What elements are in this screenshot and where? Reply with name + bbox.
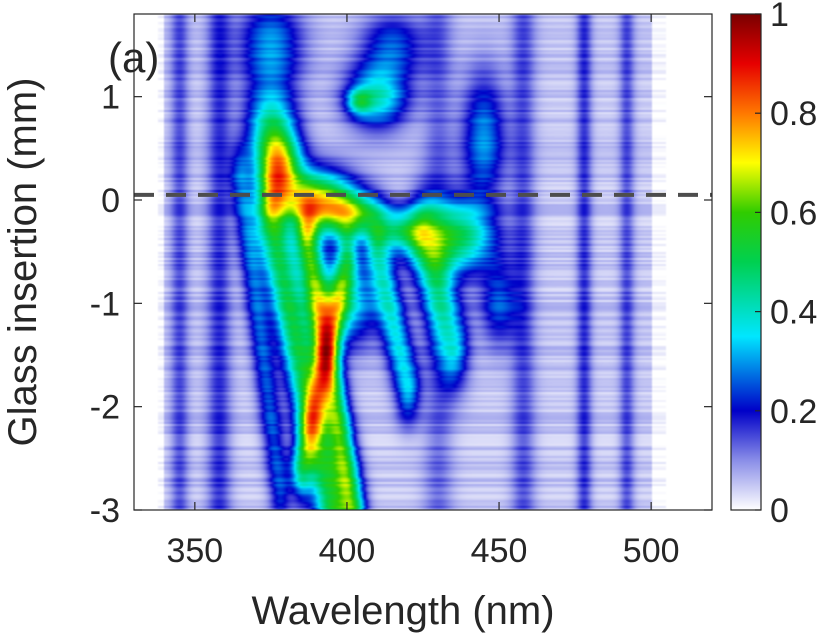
- colorbar-tick-label: 0.4: [770, 294, 817, 332]
- x-tick-label: 500: [623, 532, 680, 570]
- colorbar-tick-label: 0: [770, 492, 789, 530]
- heatmap-image: [134, 14, 712, 510]
- y-tick-label: 1: [101, 79, 120, 117]
- x-tick-label: 450: [471, 532, 528, 570]
- x-axis-ticks: 350 400 450 500: [166, 14, 680, 570]
- plot-frame: [133, 13, 713, 511]
- y-tick-label: -3: [90, 492, 120, 530]
- colorbar-tick-label: 0.6: [770, 194, 817, 232]
- y-tick-label: 0: [101, 182, 120, 220]
- y-axis-label: Glass insertion (mm): [1, 78, 45, 447]
- x-axis-label: Wavelength (nm): [251, 589, 554, 633]
- colorbar-ticks: 1 0.8 0.6 0.4 0.2 0: [755, 0, 817, 530]
- x-tick-label: 400: [319, 532, 376, 570]
- y-tick-label: -2: [90, 389, 120, 427]
- colorbar-tick-label: 0.8: [770, 95, 817, 133]
- colorbar-tick-label: 1: [770, 0, 789, 34]
- panel-label: (a): [108, 34, 159, 81]
- colorbar-tick-label: 0.2: [770, 393, 817, 431]
- y-tick-label: -1: [90, 285, 120, 323]
- colorbar: [730, 13, 762, 511]
- x-tick-label: 350: [166, 532, 223, 570]
- y-axis-ticks: 1 0 -1 -2 -3: [90, 79, 712, 530]
